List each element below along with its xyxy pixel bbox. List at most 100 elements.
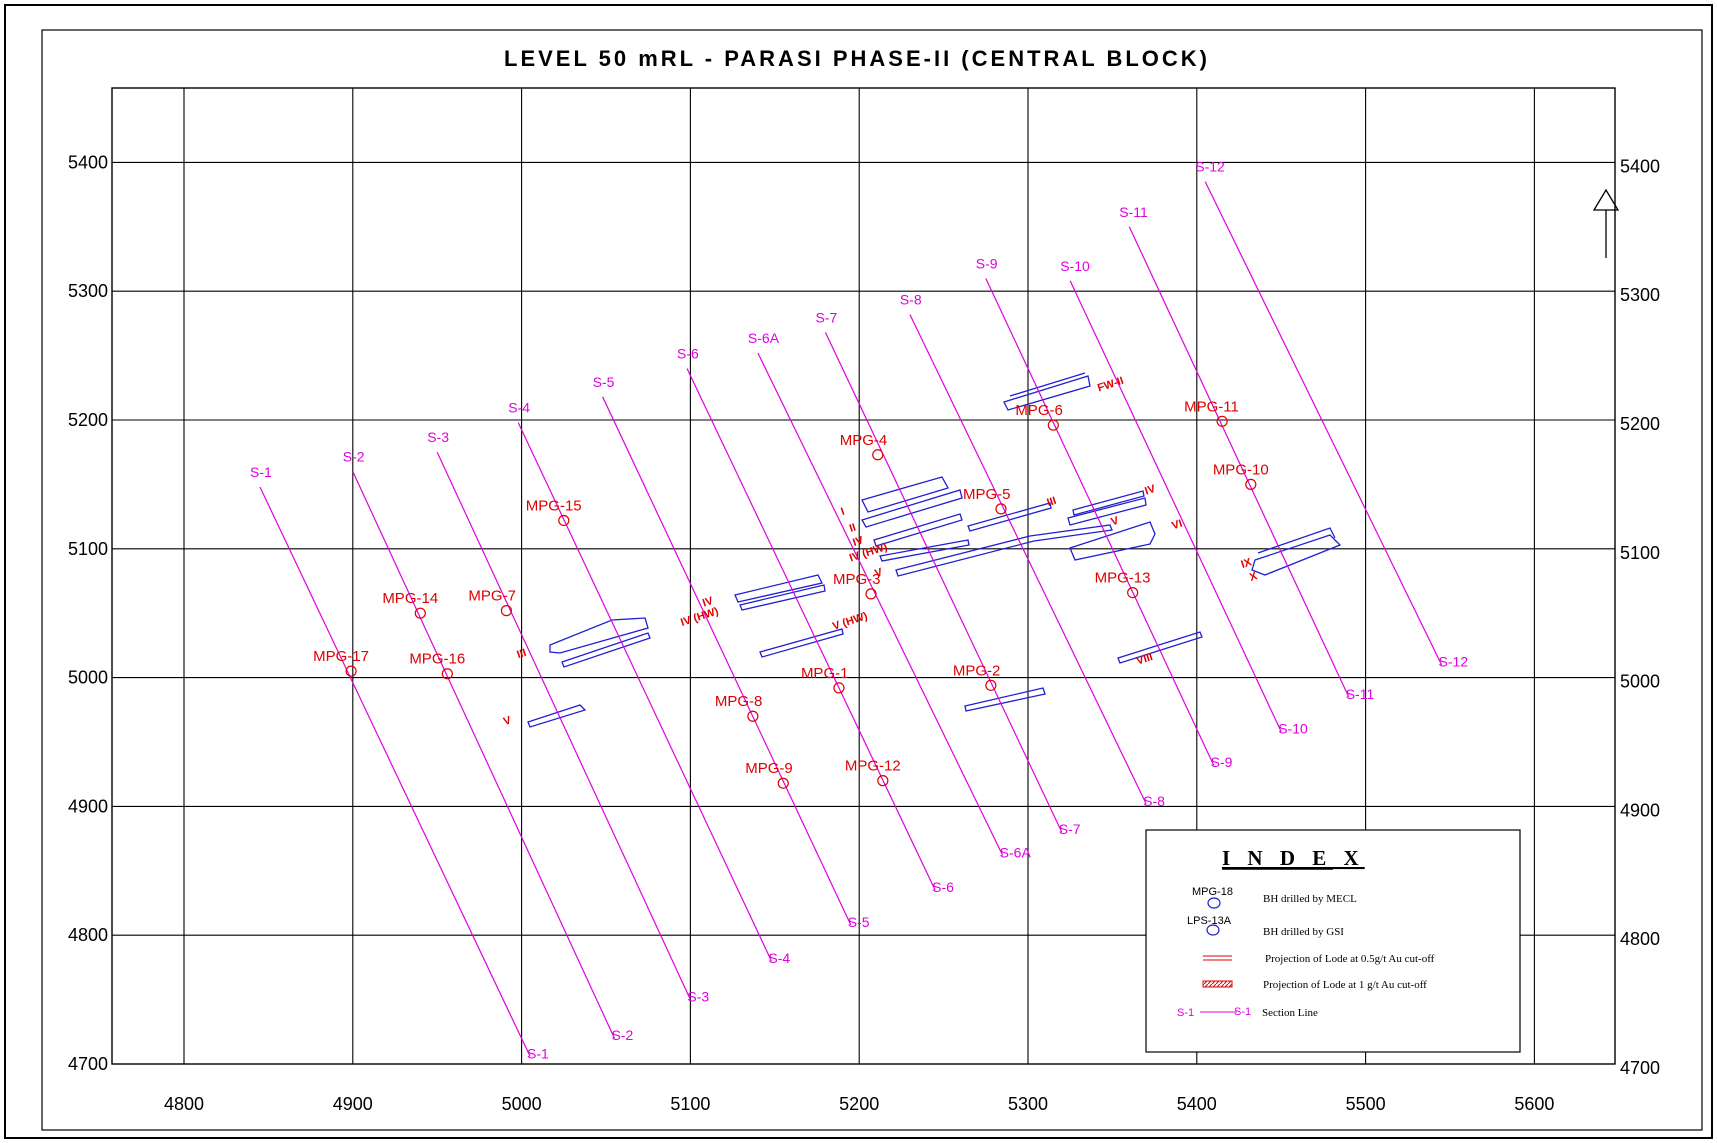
section-label-bottom: S-5 <box>848 914 870 930</box>
section-line <box>1128 226 1350 698</box>
section-label-top: S-3 <box>427 429 449 445</box>
borehole-marker <box>1245 478 1257 490</box>
lode-label: I <box>840 506 847 518</box>
section-label-top: S-6A <box>748 330 780 346</box>
section-line <box>602 396 852 926</box>
borehole-label: MPG-13 <box>1095 570 1151 587</box>
y-tick-label-left: 5200 <box>68 410 108 430</box>
lode-iii-central <box>967 502 1052 532</box>
lode-label: X <box>1248 570 1259 584</box>
x-tick-label: 5400 <box>1177 1094 1217 1114</box>
section-label-bottom: S-2 <box>611 1027 633 1043</box>
lode-i <box>861 476 949 513</box>
lode-iv-east-b <box>1072 490 1145 516</box>
plot-area <box>111 87 1616 1065</box>
y-tick-label-right: 4800 <box>1620 929 1660 949</box>
borehole-label: MPG-7 <box>468 588 516 605</box>
lode-v-west <box>527 704 587 728</box>
lode-mpg2 <box>964 687 1046 712</box>
section-label-bottom: S-12 <box>1439 654 1469 670</box>
y-tick-label-left: 5300 <box>68 281 108 301</box>
x-tick-label: 4800 <box>164 1094 204 1114</box>
legend-lode1-text: Projection of Lode at 1 g/t Au cut-off <box>1263 979 1427 991</box>
lode-iv-west <box>734 574 823 603</box>
section-label-bottom: S-6A <box>1000 844 1032 860</box>
index-box <box>1145 829 1521 1053</box>
y-tick-label-left: 4900 <box>68 796 108 816</box>
y-tick-label-right: 5200 <box>1620 414 1660 434</box>
borehole-marker <box>747 710 759 722</box>
borehole-label: MPG-17 <box>313 648 369 665</box>
borehole-label: MPG-8 <box>715 693 763 710</box>
section-line <box>757 352 1004 856</box>
x-tick-label: 4900 <box>333 1094 373 1114</box>
borehole-label: MPG-15 <box>526 497 582 514</box>
lode-label: V <box>1110 515 1121 529</box>
borehole-marker <box>345 665 357 677</box>
lode-label: FW-II <box>1096 375 1125 395</box>
borehole-label: MPG-4 <box>840 432 888 449</box>
lode-label: V <box>873 566 884 580</box>
borehole-marker <box>777 777 789 789</box>
section-label-top: S-11 <box>1119 204 1148 220</box>
borehole-label: MPG-3 <box>833 571 881 588</box>
legend-mecl-icon <box>1207 897 1221 909</box>
section-label-top: S-2 <box>343 449 365 465</box>
lode-label: V (HW) <box>831 610 869 633</box>
borehole-marker <box>1216 415 1228 427</box>
section-line <box>1069 280 1282 732</box>
borehole-marker <box>833 682 845 694</box>
y-tick-label-right: 4900 <box>1620 800 1660 820</box>
lode-iv-east <box>1067 497 1147 526</box>
section-label-top: S-9 <box>976 255 998 271</box>
x-tick-label: 5200 <box>839 1094 879 1114</box>
lode-outlines <box>527 372 1342 728</box>
lode-v-hw <box>759 628 844 658</box>
x-tick-label: 5000 <box>502 1094 542 1114</box>
lode-label: VIII <box>1135 651 1154 668</box>
x-tick-label: 5500 <box>1346 1094 1386 1114</box>
x-tick-label: 5600 <box>1514 1094 1554 1114</box>
lode-iv-hw-central <box>879 539 970 562</box>
borehole-label: MPG-6 <box>1015 402 1063 419</box>
y-tick-label-right: 5400 <box>1620 156 1660 176</box>
section-label-bottom: S-7 <box>1059 821 1081 837</box>
lode-iii-west <box>549 617 649 654</box>
section-label-bottom: S-4 <box>768 950 790 966</box>
lode-label: IX <box>1240 556 1254 571</box>
north-arrow <box>1592 188 1620 258</box>
y-axis-ticks-left: 5400 5300 5200 5100 5000 4900 4800 4700 <box>68 152 108 1074</box>
inner-border <box>41 29 1703 1131</box>
lode-ix-x <box>1251 534 1342 576</box>
borehole-markers: MPG-1 MPG-2 MPG-3 MPG-4 MPG-5 MPG-6 MPG-7 MPG-8… <box>313 398 1269 789</box>
legend-mecl-text: BH drilled by MECL <box>1263 893 1357 905</box>
legend-mecl-symbol: MPG-18 <box>1192 886 1233 898</box>
borehole-marker <box>1127 586 1139 599</box>
borehole-label: MPG-16 <box>409 651 465 668</box>
section-line <box>436 451 691 1000</box>
y-tick-label-left: 5000 <box>68 668 108 688</box>
lode-iv-west-b <box>739 584 826 611</box>
lode-iii-west-b <box>561 632 651 668</box>
lode-ii <box>861 489 963 528</box>
borehole-label: MPG-10 <box>1213 461 1269 478</box>
section-line <box>517 422 772 962</box>
section-label-top: S-1 <box>250 464 272 480</box>
y-tick-label-left: 4700 <box>68 1054 108 1074</box>
lode-label: III <box>1045 495 1057 509</box>
borehole-marker <box>500 605 513 617</box>
y-tick-label-left: 4800 <box>68 925 108 945</box>
section-line <box>909 314 1147 805</box>
section-label-top: S-10 <box>1060 258 1090 274</box>
lode-vi <box>1069 521 1156 561</box>
lode-fw-ii-inner <box>1009 372 1086 397</box>
lode-ix-x-inner <box>1257 527 1336 554</box>
lode-label: II <box>848 522 858 535</box>
map-title: LEVEL 50 mRL - PARASI PHASE-II (CENTRAL … <box>504 46 1210 71</box>
borehole-label: MPG-12 <box>845 758 901 775</box>
section-label-top: S-8 <box>900 291 922 307</box>
x-axis-ticks: 4800 4900 5000 5100 5200 5300 5400 5500 5600 <box>164 1094 1554 1114</box>
lode-label: III <box>515 647 527 661</box>
section-label-top: S-7 <box>815 309 837 325</box>
